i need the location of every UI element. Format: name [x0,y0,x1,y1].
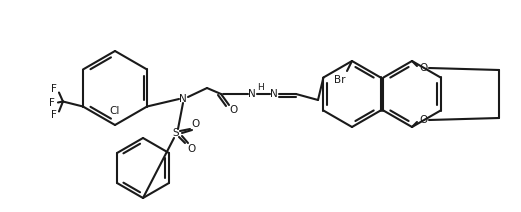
Text: N: N [179,94,187,104]
Text: H: H [257,84,264,92]
Text: O: O [192,119,200,129]
Text: F: F [51,85,57,95]
Text: O: O [229,105,237,115]
Text: O: O [188,144,196,154]
Text: O: O [420,115,428,125]
Text: F: F [49,98,55,107]
Text: N: N [270,89,278,99]
Text: Cl: Cl [110,106,120,116]
Text: S: S [172,128,179,138]
Text: Br: Br [334,75,346,85]
Text: F: F [51,110,57,120]
Text: O: O [420,63,428,73]
Text: N: N [248,89,256,99]
